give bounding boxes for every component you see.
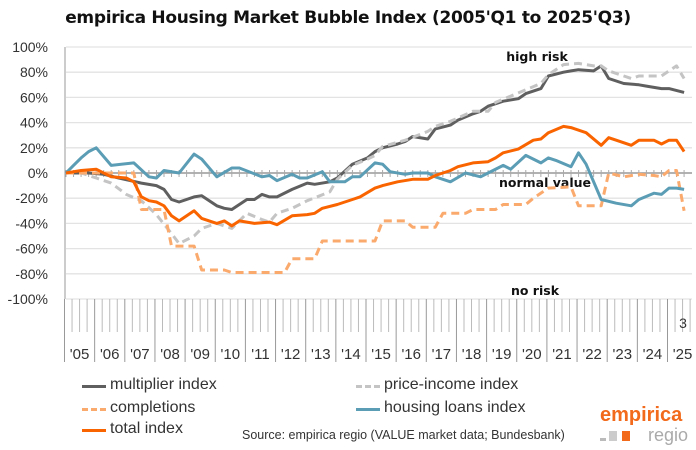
- series-price-income-index: [66, 61, 686, 246]
- x-tick-label: '16: [401, 346, 421, 363]
- logo-square-2: [609, 431, 617, 441]
- legend-line-housing-loans-index: [356, 408, 380, 411]
- annotation-no-risk: no risk: [511, 283, 560, 298]
- legend-total-index: total index: [110, 420, 183, 437]
- x-tick-label: '10: [221, 346, 241, 363]
- x-tick-label: '13: [311, 346, 331, 363]
- x-tick-label: '08: [160, 346, 180, 363]
- legend-price-income-index: price-income index: [384, 376, 519, 393]
- legend-multiplier-index: multiplier index: [110, 376, 217, 393]
- x-tick-label: '21: [552, 346, 572, 363]
- y-tick-label: 60%: [20, 89, 48, 105]
- series-completions: [66, 169, 686, 274]
- x-tick-label: '07: [130, 346, 150, 363]
- y-tick-label: 40%: [20, 115, 48, 131]
- series-total-index: [65, 124, 686, 228]
- x-tick-label: '25: [673, 346, 693, 363]
- y-tick-label: -20%: [15, 190, 48, 206]
- y-tick-label: 20%: [20, 140, 48, 156]
- y-tick-label: -60%: [15, 241, 48, 257]
- x-tick-label: '20: [522, 346, 542, 363]
- annotation-high-risk: high risk: [506, 49, 568, 64]
- x-tick-label: '17: [432, 346, 452, 363]
- x-tick-label: '06: [100, 346, 120, 363]
- x-tick-label: '24: [643, 346, 663, 363]
- x-tick-label: '09: [190, 346, 210, 363]
- logo-sub: regio: [648, 425, 689, 445]
- last-quarter-label: 3: [679, 315, 687, 331]
- legend-line-price-income-index: [356, 385, 380, 388]
- logo-square-3: [622, 431, 630, 441]
- y-tick-label: -40%: [15, 215, 48, 231]
- y-tick-label: 100%: [12, 39, 48, 55]
- y-tick-label: 80%: [20, 64, 48, 80]
- x-tick-label: '05: [70, 346, 90, 363]
- y-tick-label: -100%: [8, 291, 48, 307]
- x-tick-label: '14: [341, 346, 361, 363]
- logo-square-1: [600, 438, 606, 441]
- annotation-normal-value: normal value: [499, 175, 591, 190]
- x-tick-label: '15: [371, 346, 391, 363]
- legend-line-total-index: [82, 429, 106, 432]
- x-tick-label: '22: [582, 346, 602, 363]
- x-tick-label: '12: [281, 346, 301, 363]
- y-tick-label: -80%: [15, 266, 48, 282]
- series-housing-loans-index: [64, 146, 685, 208]
- chart-title: empirica Housing Market Bubble Index (20…: [65, 8, 631, 28]
- source-note: Source: empirica regio (VALUE market dat…: [242, 428, 565, 442]
- x-tick-label: '11: [251, 346, 269, 363]
- y-tick-label: 0%: [28, 165, 48, 181]
- legend-line-completions: [82, 408, 106, 411]
- x-tick-label: '18: [462, 346, 482, 363]
- logo-brand: empirica: [600, 404, 683, 426]
- legend-completions: completions: [110, 399, 196, 416]
- legend-housing-loans-index: housing loans index: [384, 399, 526, 416]
- legend-line-multiplier-index: [82, 385, 106, 388]
- x-tick-label: '19: [492, 346, 512, 363]
- x-tick-label: '23: [612, 346, 632, 363]
